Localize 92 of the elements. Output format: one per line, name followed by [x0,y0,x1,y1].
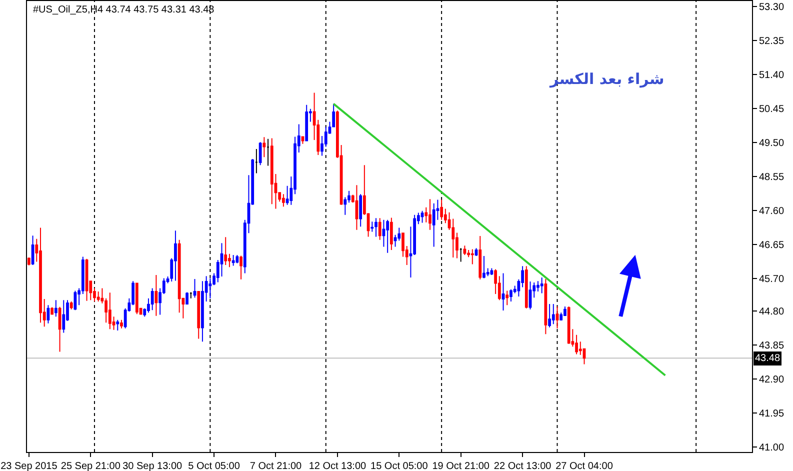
x-tick-label: 30 Sep 13:00 [122,461,183,471]
candlestick [193,278,196,298]
y-tick-label: 49.50 [759,138,784,149]
candlestick [282,194,285,208]
candlestick [108,292,112,330]
candlestick [355,184,358,230]
y-tick-label: 41.95 [759,408,784,420]
candlestick [470,248,474,265]
candlestick [359,194,362,228]
candlestick [567,306,570,344]
candlestick [301,136,304,144]
candlestick [556,306,559,329]
candlestick [540,277,544,294]
y-tick-label: 41.00 [759,442,784,454]
candlestick [428,198,432,230]
x-tick-label: 27 Oct 04:00 [556,461,614,471]
candlestick [564,306,566,316]
candlestick [174,230,177,282]
y-tick-label: 45.70 [759,274,784,286]
candlestick [186,292,188,305]
candlestick [390,217,393,250]
candlestick [370,221,374,232]
y-tick-label: 53.30 [759,2,784,13]
candlestick [386,219,390,254]
candlestick [506,290,509,306]
candlestick [96,291,100,302]
x-tick-label: 25 Sep 21:00 [60,461,121,471]
candlestick [54,300,58,318]
candlestick [70,301,73,310]
candlestick [240,255,242,280]
candlestick [305,104,308,142]
candlestick [154,274,158,316]
candlestick [266,138,270,166]
chart-title: #US_Oil_Z5,H4 43.74 43.75 43.31 43.48 [33,4,215,16]
candlestick [482,256,486,279]
candlestick [478,235,482,280]
candlestick [31,235,34,266]
candlestick [85,258,88,302]
candlestick [236,254,239,264]
candlestick [432,202,436,248]
candlestick [524,266,528,309]
candlestick [378,218,382,240]
candlestick [135,282,138,315]
candlestick [463,245,466,256]
candlestick [270,138,274,205]
x-tick-label: 19 Oct 21:00 [432,461,490,471]
y-tick-label: 51.40 [759,70,784,81]
candlestick [459,248,462,262]
y-tick-label: 46.65 [759,240,784,252]
candlestick [46,304,50,324]
candlestick [189,292,192,299]
candlestick [374,218,378,238]
y-tick-label: 44.80 [759,306,784,318]
candlestick [548,304,551,328]
candlestick [490,268,494,276]
candlestick [262,136,266,158]
candlestick [510,288,512,302]
y-tick-label: 52.35 [759,36,784,47]
candlestick [544,278,548,335]
annotation: شراء بعد الكسر [549,70,664,88]
candlestick [420,210,424,224]
candlestick [116,319,120,332]
x-tick-label: 23 Sep 2015 [0,461,58,471]
x-tick-label: 22 Oct 13:00 [494,461,552,471]
x-tick-label: 7 Oct 21:00 [250,461,302,471]
candlestick [440,199,444,220]
candlestick [258,142,262,166]
candlestick [224,236,228,266]
candlestick [474,248,478,257]
candlestick [58,306,62,352]
candlestick [120,319,123,329]
x-tick-label: 12 Oct 13:00 [308,461,367,471]
ref-line-label: 43.48 [755,353,780,364]
candlestick [50,306,54,316]
candlestick [62,300,66,334]
candlestick [27,256,30,266]
x-tick-label: 5 Oct 05:00 [188,461,240,471]
y-tick-label: 43.85 [759,340,784,352]
candlestick [502,272,505,311]
y-tick-label: 48.55 [759,172,784,184]
y-tick-label: 50.45 [759,104,784,115]
candlestick [255,148,258,174]
y-tick-label: 47.60 [759,206,784,218]
candlestick [232,254,235,266]
candlestick [528,280,532,310]
candlestick [150,288,154,311]
candlestick [208,278,212,299]
candlestick [552,304,555,325]
candlestick [39,227,42,324]
candlestick [197,291,200,340]
x-tick-label: 15 Oct 05:00 [370,461,428,471]
y-tick-label: 42.90 [759,374,784,386]
